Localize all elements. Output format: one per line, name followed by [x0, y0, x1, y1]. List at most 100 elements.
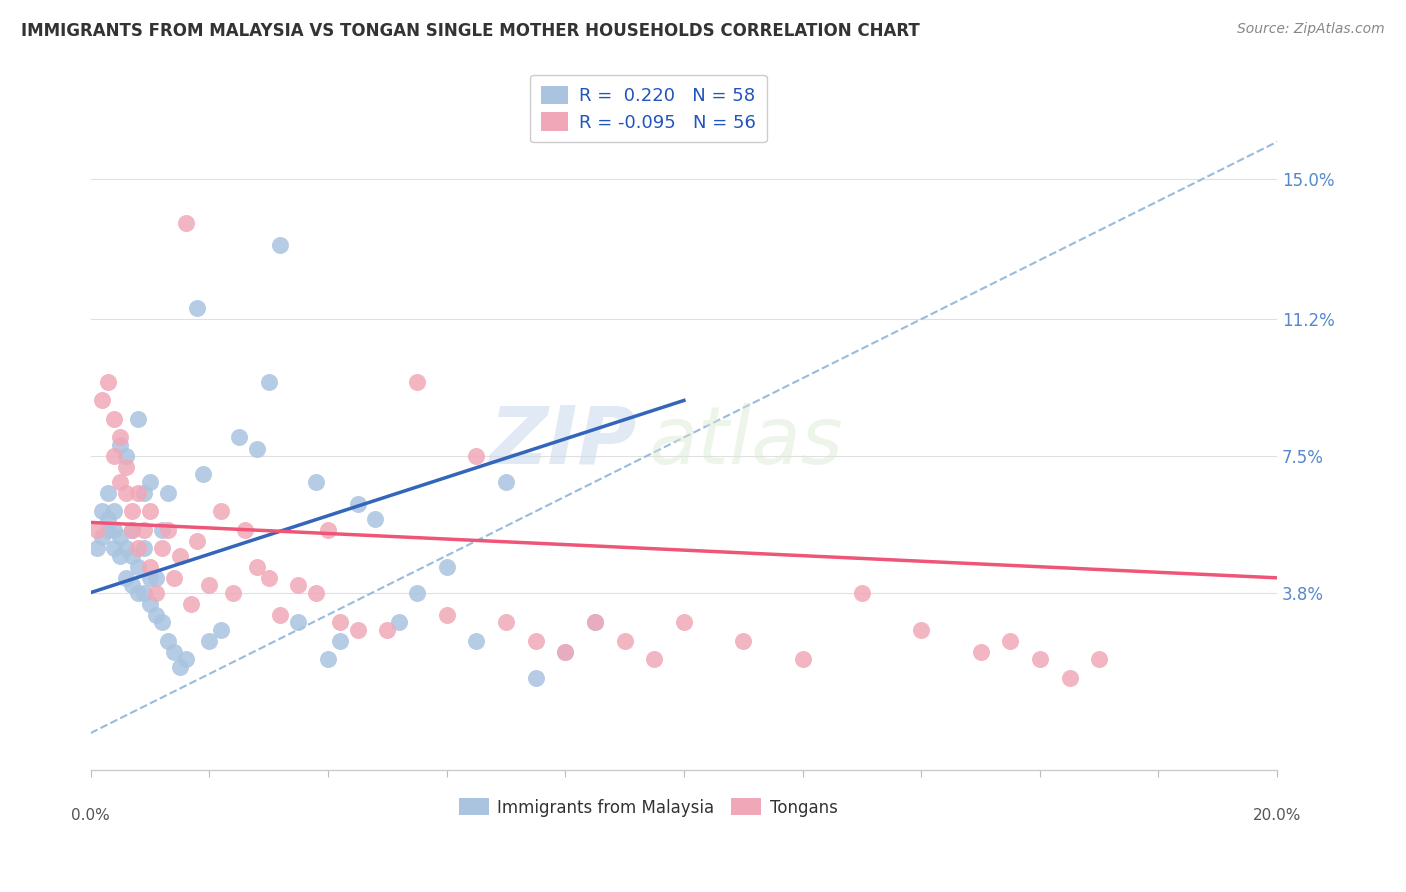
- Point: [228, 430, 250, 444]
- Point: [269, 607, 291, 622]
- Point: [346, 497, 368, 511]
- Point: [115, 486, 138, 500]
- Point: [163, 571, 186, 585]
- Point: [174, 216, 197, 230]
- Point: [156, 523, 179, 537]
- Point: [287, 578, 309, 592]
- Point: [121, 504, 143, 518]
- Point: [86, 541, 108, 556]
- Point: [150, 541, 173, 556]
- Point: [103, 541, 125, 556]
- Point: [139, 559, 162, 574]
- Text: 20.0%: 20.0%: [1253, 807, 1302, 822]
- Point: [97, 523, 120, 537]
- Point: [998, 633, 1021, 648]
- Point: [316, 523, 339, 537]
- Point: [97, 512, 120, 526]
- Point: [329, 615, 352, 630]
- Point: [156, 486, 179, 500]
- Point: [132, 523, 155, 537]
- Point: [121, 523, 143, 537]
- Point: [115, 460, 138, 475]
- Point: [103, 504, 125, 518]
- Point: [193, 467, 215, 482]
- Point: [174, 652, 197, 666]
- Point: [198, 633, 221, 648]
- Point: [91, 393, 114, 408]
- Point: [103, 523, 125, 537]
- Point: [346, 623, 368, 637]
- Point: [127, 412, 149, 426]
- Point: [110, 549, 132, 563]
- Point: [103, 449, 125, 463]
- Point: [150, 615, 173, 630]
- Point: [110, 438, 132, 452]
- Point: [132, 541, 155, 556]
- Point: [495, 615, 517, 630]
- Point: [406, 585, 429, 599]
- Point: [287, 615, 309, 630]
- Point: [554, 645, 576, 659]
- Point: [233, 523, 256, 537]
- Point: [269, 238, 291, 252]
- Point: [554, 645, 576, 659]
- Point: [305, 585, 328, 599]
- Text: Source: ZipAtlas.com: Source: ZipAtlas.com: [1237, 22, 1385, 37]
- Point: [139, 571, 162, 585]
- Point: [246, 442, 269, 456]
- Point: [851, 585, 873, 599]
- Point: [583, 615, 606, 630]
- Point: [524, 671, 547, 685]
- Point: [495, 475, 517, 489]
- Point: [139, 597, 162, 611]
- Point: [436, 607, 458, 622]
- Text: IMMIGRANTS FROM MALAYSIA VS TONGAN SINGLE MOTHER HOUSEHOLDS CORRELATION CHART: IMMIGRANTS FROM MALAYSIA VS TONGAN SINGL…: [21, 22, 920, 40]
- Point: [97, 375, 120, 389]
- Point: [643, 652, 665, 666]
- Point: [145, 571, 167, 585]
- Point: [305, 475, 328, 489]
- Point: [110, 475, 132, 489]
- Point: [910, 623, 932, 637]
- Point: [145, 607, 167, 622]
- Point: [364, 512, 387, 526]
- Point: [1088, 652, 1111, 666]
- Point: [222, 585, 245, 599]
- Point: [672, 615, 695, 630]
- Point: [139, 504, 162, 518]
- Point: [132, 585, 155, 599]
- Point: [121, 578, 143, 592]
- Point: [103, 412, 125, 426]
- Point: [110, 530, 132, 544]
- Point: [583, 615, 606, 630]
- Point: [169, 659, 191, 673]
- Point: [209, 623, 232, 637]
- Point: [1029, 652, 1052, 666]
- Point: [97, 486, 120, 500]
- Point: [186, 533, 208, 548]
- Point: [388, 615, 411, 630]
- Point: [733, 633, 755, 648]
- Point: [316, 652, 339, 666]
- Text: 0.0%: 0.0%: [72, 807, 110, 822]
- Point: [406, 375, 429, 389]
- Point: [1059, 671, 1081, 685]
- Point: [110, 430, 132, 444]
- Point: [163, 645, 186, 659]
- Point: [150, 523, 173, 537]
- Point: [121, 523, 143, 537]
- Point: [198, 578, 221, 592]
- Point: [257, 571, 280, 585]
- Point: [91, 504, 114, 518]
- Point: [613, 633, 636, 648]
- Point: [115, 449, 138, 463]
- Point: [186, 301, 208, 315]
- Point: [132, 486, 155, 500]
- Point: [246, 559, 269, 574]
- Point: [169, 549, 191, 563]
- Point: [127, 486, 149, 500]
- Point: [329, 633, 352, 648]
- Point: [91, 530, 114, 544]
- Point: [465, 633, 488, 648]
- Point: [139, 475, 162, 489]
